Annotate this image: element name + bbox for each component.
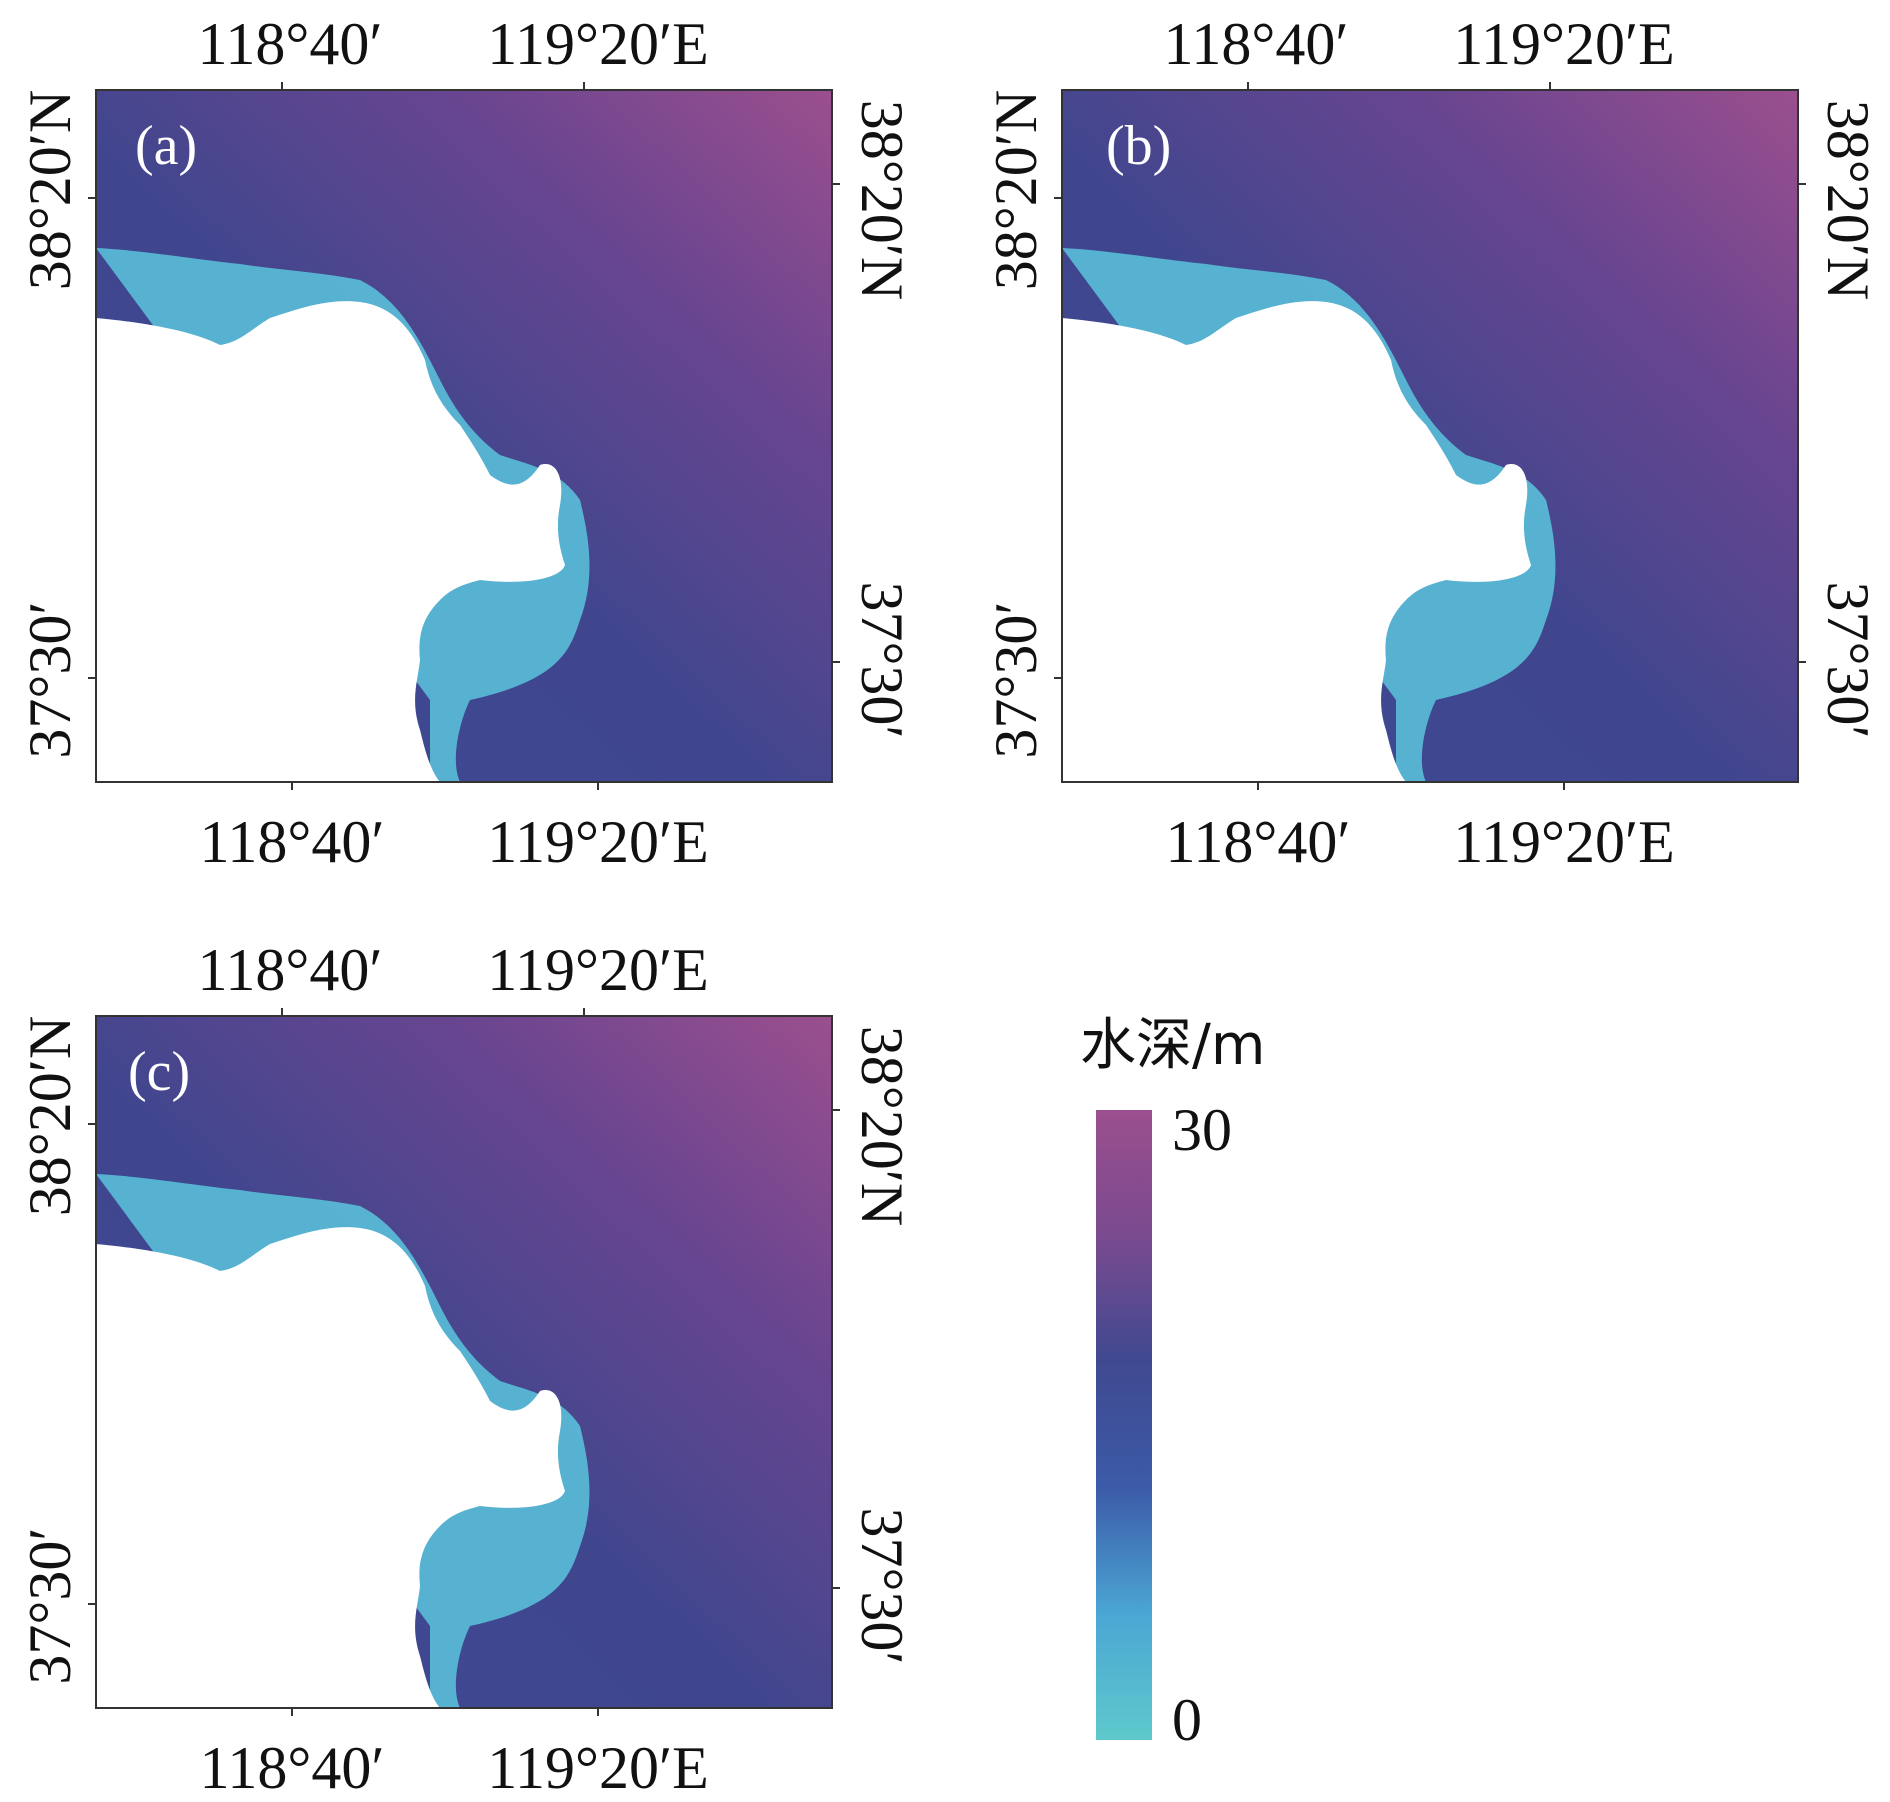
- top-tick-label: 118°40′: [1163, 11, 1349, 77]
- bottom-tick-label: 119°20′E: [487, 809, 709, 875]
- legend-color-bar: [1096, 1110, 1152, 1740]
- right-tick-label: 38°20′N: [1815, 99, 1881, 301]
- left-tick-label: 37°30′: [983, 601, 1049, 759]
- bottom-tick-label: 118°40′: [199, 1735, 385, 1801]
- map-b-svg: [1054, 82, 1806, 790]
- right-tick-label: 37°30′: [849, 581, 915, 739]
- panel-label: (b): [1106, 115, 1172, 177]
- legend-min-label: 0: [1172, 1687, 1202, 1753]
- map-frame: [95, 1015, 833, 1709]
- legend-max-label: 30: [1172, 1097, 1232, 1163]
- left-tick-label: 38°20′N: [17, 1015, 83, 1217]
- land-area: [96, 301, 565, 782]
- bottom-tick-label: 119°20′E: [1453, 809, 1675, 875]
- map-c-svg: [88, 1008, 840, 1716]
- left-tick-label: 38°20′N: [17, 89, 83, 291]
- map-frame: [95, 89, 833, 783]
- right-tick-label: 38°20′N: [849, 1025, 915, 1227]
- top-tick-label: 119°20′E: [487, 11, 709, 77]
- panel-label: (a): [135, 115, 198, 177]
- top-tick-label: 118°40′: [197, 937, 383, 1003]
- depth-legend: 水深/m 30 0: [1080, 1000, 1380, 1760]
- right-tick-label: 38°20′N: [849, 99, 915, 301]
- top-tick-label: 118°40′: [197, 11, 383, 77]
- land-area: [1062, 301, 1531, 782]
- left-tick-label: 38°20′N: [983, 89, 1049, 291]
- legend-title: 水深/m: [1080, 1013, 1266, 1078]
- top-tick-label: 119°20′E: [1453, 11, 1675, 77]
- map-panel-c: (c) 118°40′ 119°20′E 118°40′ 119°20′E 38…: [0, 926, 920, 1798]
- right-tick-label: 37°30′: [849, 1507, 915, 1665]
- map-frame: [1061, 89, 1799, 783]
- bottom-tick-label: 119°20′E: [487, 1735, 709, 1801]
- map-a-svg: [88, 82, 840, 790]
- map-panel-b: (b) 118°40′ 119°20′E 118°40′ 119°20′E 38…: [966, 0, 1886, 872]
- bottom-tick-label: 118°40′: [199, 809, 385, 875]
- panel-label: (c): [128, 1041, 191, 1103]
- left-tick-label: 37°30′: [17, 1527, 83, 1685]
- map-panel-a: (a) 118°40′ 119°20′E 118°40′ 119°20′E 38…: [0, 0, 920, 872]
- top-tick-label: 119°20′E: [487, 937, 709, 1003]
- bottom-tick-label: 118°40′: [1165, 809, 1351, 875]
- left-tick-label: 37°30′: [17, 601, 83, 759]
- land-area: [96, 1227, 565, 1708]
- right-tick-label: 37°30′: [1815, 581, 1881, 739]
